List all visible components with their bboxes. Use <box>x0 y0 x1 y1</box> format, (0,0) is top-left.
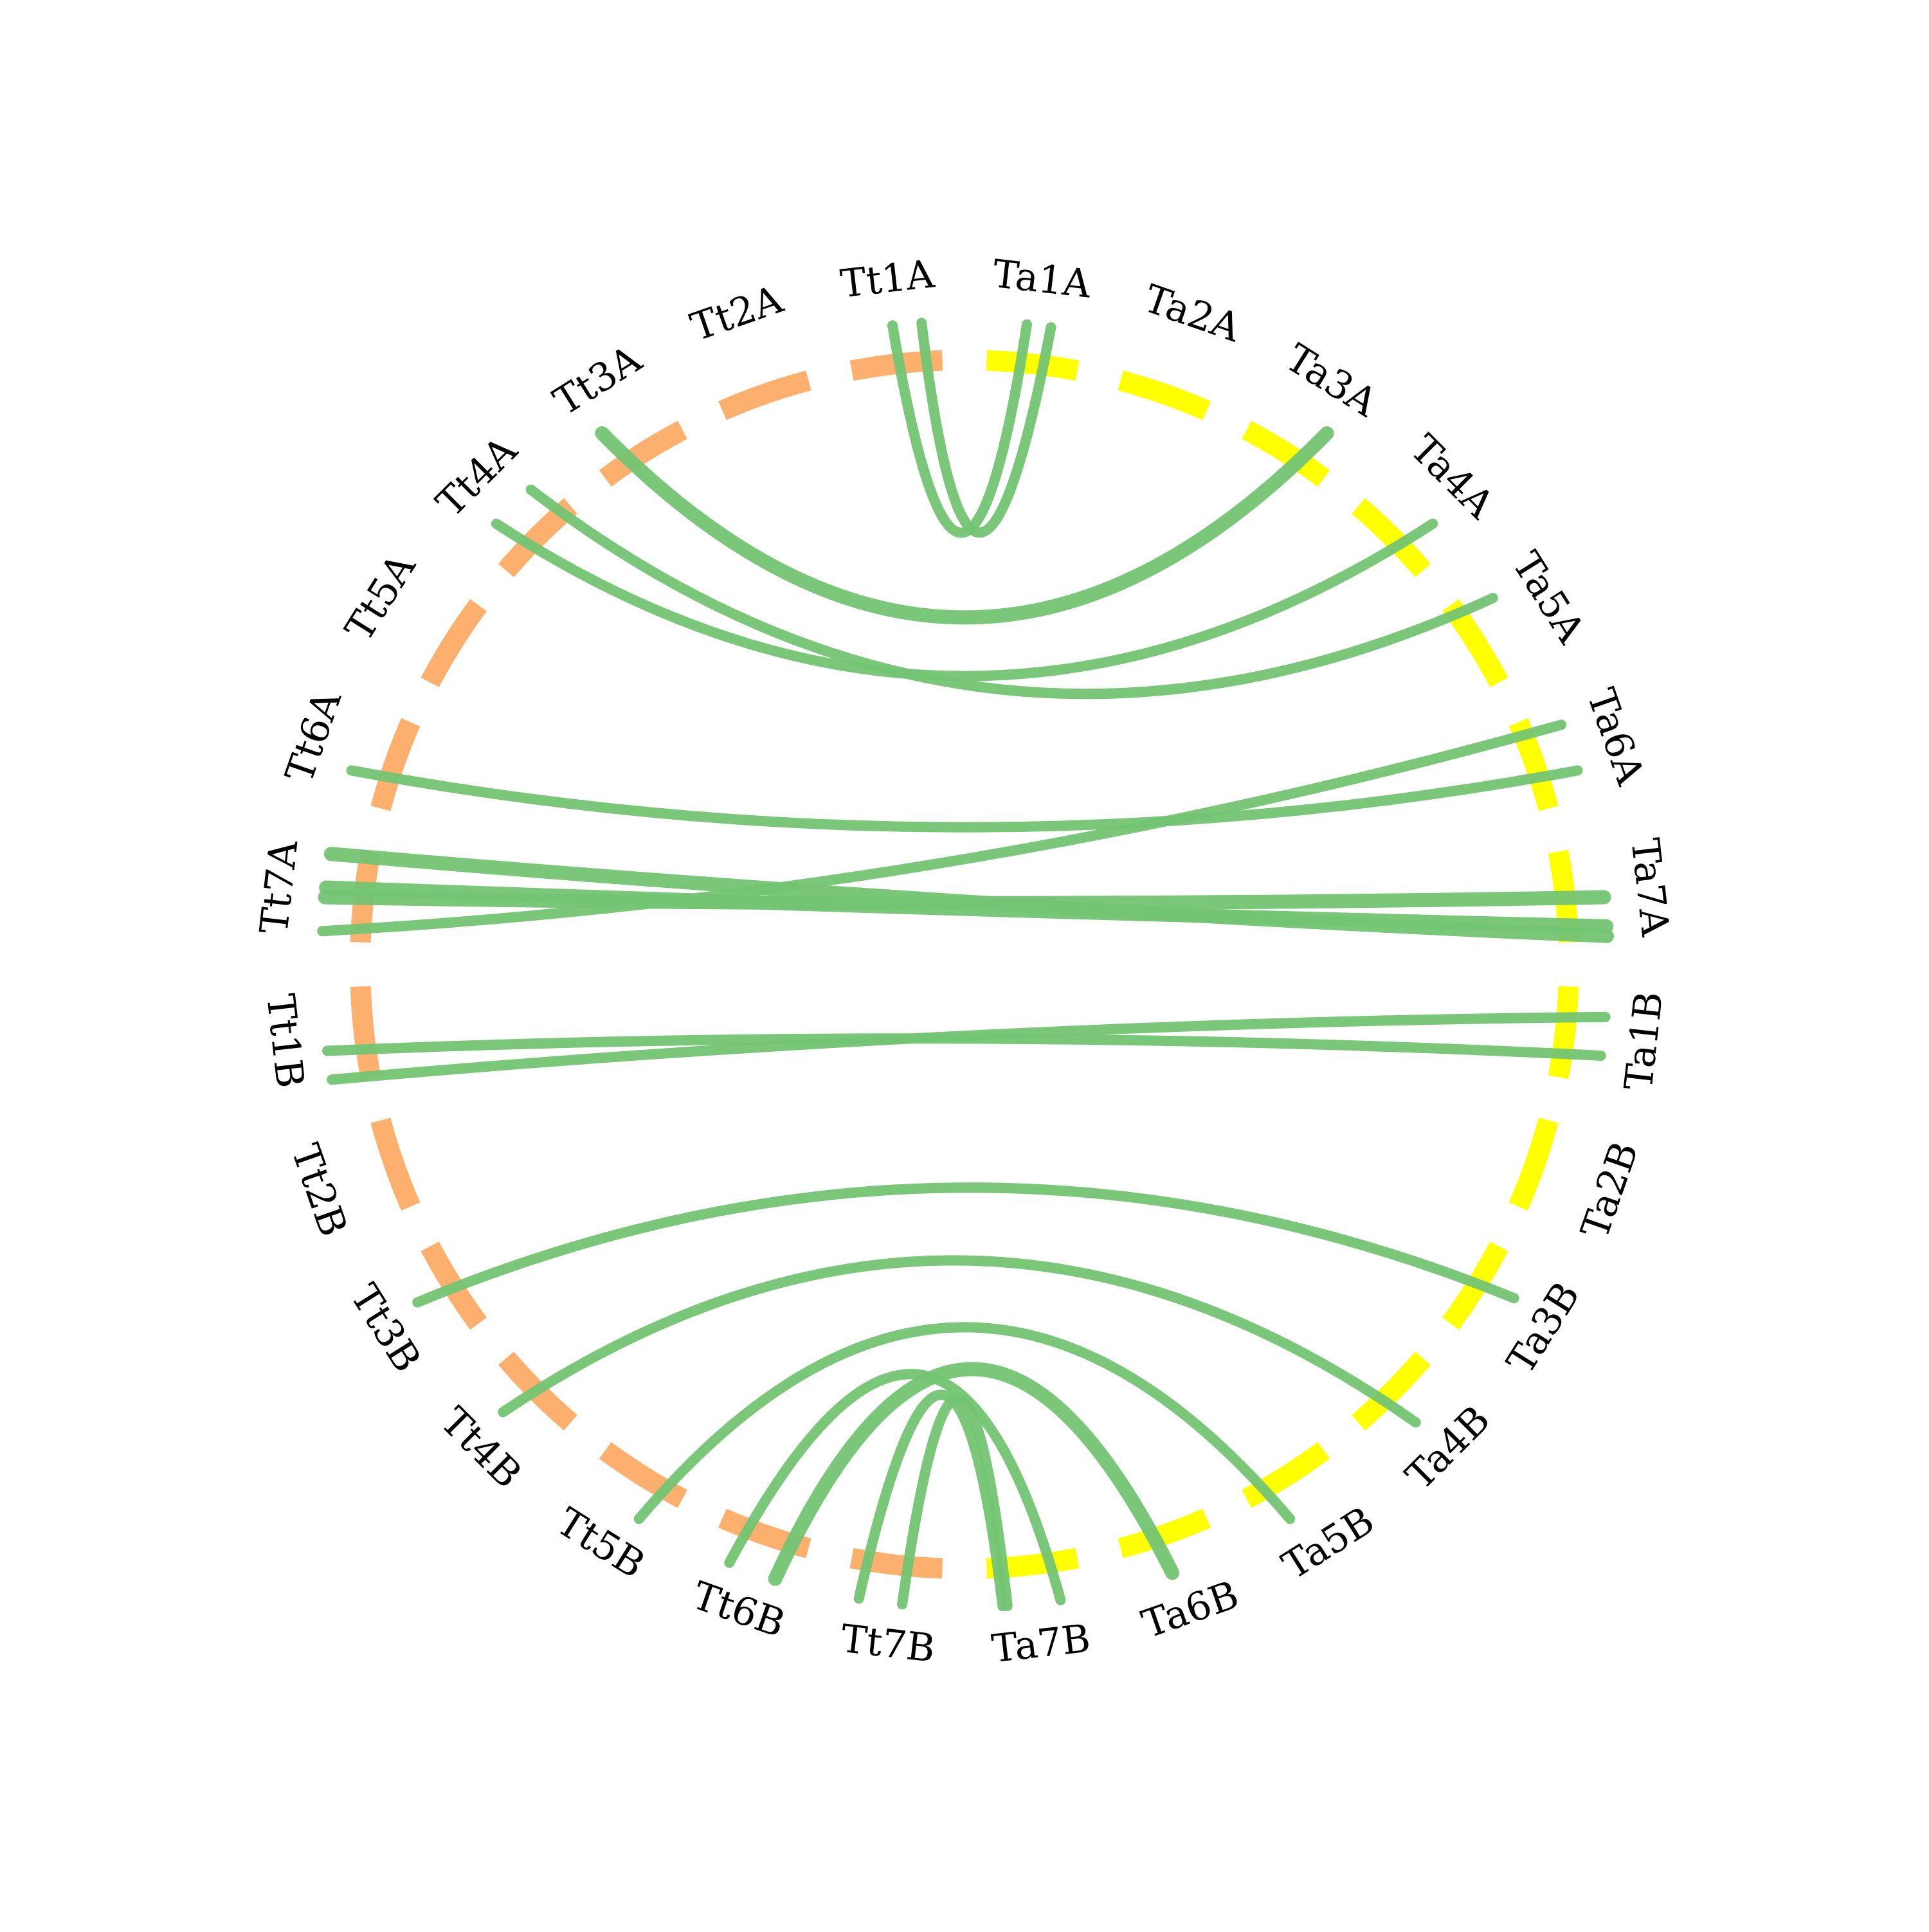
chromosome-segment-ta5b <box>1242 1441 1330 1508</box>
chromosome-label-tt6a: Tt6A <box>277 685 350 788</box>
synteny-link-tt7a-ta7a <box>323 847 1615 943</box>
chromosome-label-ta6b: Ta6B <box>1136 1573 1244 1648</box>
chromosome-label-tt5a: Tt5A <box>337 546 425 649</box>
chromosome-segment-tt6a <box>370 718 421 811</box>
chromosome-segment-ta3a <box>1242 420 1330 487</box>
chromosome-segment-tt7b <box>849 1548 943 1579</box>
chromosome-label-tt1a: Tt1A <box>838 251 937 307</box>
chromosome-segment-ta5a <box>1442 599 1508 687</box>
synteny-links <box>317 318 1615 1612</box>
chromosome-segment-ta2a <box>1118 370 1211 420</box>
chromosome-label-tt7b: Tt7B <box>838 1616 937 1672</box>
chromosome-segment-ta1b <box>1548 986 1579 1079</box>
chromosome-segment-tt2b <box>370 1117 421 1211</box>
chromosome-segment-tt1b <box>350 986 381 1079</box>
chromosome-label-ta2a: Ta2A <box>1139 276 1247 352</box>
chromosome-label-ta6a: Ta6A <box>1578 683 1653 791</box>
synteny-link-tt1a-ta1a <box>916 318 1056 538</box>
chromosome-label-tt4b: Tt4B <box>431 1399 530 1497</box>
chromosome-label-tt3b: Tt3B <box>341 1276 430 1380</box>
chromosome-label-ta4b: Ta4B <box>1397 1397 1499 1499</box>
chromosome-label-tt3a: Tt3A <box>546 336 649 424</box>
chromosome-segment-ta7b <box>986 1548 1080 1579</box>
synteny-link-tt7b-ta7b <box>897 1393 1013 1611</box>
chromosome-segment-tt2a <box>718 370 811 420</box>
synteny-link-tt5b-ta5b <box>633 1322 1296 1524</box>
chromosome-label-ta5b: Ta5B <box>1274 1498 1382 1589</box>
chromosome-segment-tt4a <box>498 498 577 577</box>
chromosome-label-ta3b: Ta3B <box>1498 1274 1589 1382</box>
synteny-link-tt6a-ta6a <box>346 765 1583 833</box>
synteny-link-tt4b-ta4b <box>498 1255 1421 1428</box>
chromosome-label-tt2a: Tt2A <box>685 276 789 350</box>
chromosome-segment-ta4b <box>1352 1351 1431 1431</box>
chromosome-segment-ta6a <box>1508 718 1559 811</box>
synteny-link-tt1b-ta1b <box>322 1033 1606 1061</box>
chromosome-label-ta3a: Ta3A <box>1278 336 1385 426</box>
synteny-link-tt3a-ta3a <box>595 426 1334 625</box>
chromosome-segment-tt5a <box>421 599 487 687</box>
synteny-link-tt6b-ta7b <box>724 1369 1066 1605</box>
synteny-link-tt1a-ta1a <box>887 319 1032 538</box>
chromosome-label-ta7b: Ta7B <box>990 1616 1092 1672</box>
synteny-link-tt3b-ta3b <box>412 1182 1519 1308</box>
chromosome-label-tt2b: Tt2B <box>282 1139 356 1242</box>
chromosome-label-ta7a: Ta7A <box>1622 836 1678 939</box>
chromosome-label-ta4a: Ta4A <box>1402 426 1503 528</box>
synteny-link-tt4a-ta5a <box>525 484 1498 700</box>
synteny-link-tt7a-ta6a <box>317 719 1566 937</box>
synteny-link-tt4a-ta4a <box>491 518 1438 682</box>
chromosome-segment-ta2b <box>1508 1117 1559 1211</box>
chromosome-segment-tt6b <box>718 1508 811 1558</box>
chromosome-label-tt5b: Tt5B <box>549 1499 653 1587</box>
chromosome-label-ta5a: Ta5A <box>1503 544 1594 651</box>
chromosome-label-tt1b: Tt1B <box>257 991 312 1090</box>
chromosome-ring <box>350 350 1579 1579</box>
synteny-link-tt7b-ta7b <box>853 1389 1008 1612</box>
chromosome-segment-ta6b <box>1118 1508 1211 1558</box>
chromosome-segment-tt5b <box>599 1441 687 1508</box>
chromosome-label-tt4a: Tt4A <box>428 428 526 526</box>
synteny-link-tt6b-ta6b <box>768 1362 1180 1586</box>
chromosome-label-ta1a: Ta1A <box>990 251 1093 307</box>
chromosome-label-ta2b: Ta2B <box>1573 1136 1648 1244</box>
chromosome-segment-tt3a <box>599 420 687 487</box>
chromosome-segment-ta1a <box>986 350 1080 381</box>
chromosome-segment-ta4a <box>1352 498 1431 577</box>
chromosome-label-ta1b: Ta1B <box>1617 989 1672 1092</box>
chromosome-label-tt7a: Tt7A <box>251 838 307 936</box>
